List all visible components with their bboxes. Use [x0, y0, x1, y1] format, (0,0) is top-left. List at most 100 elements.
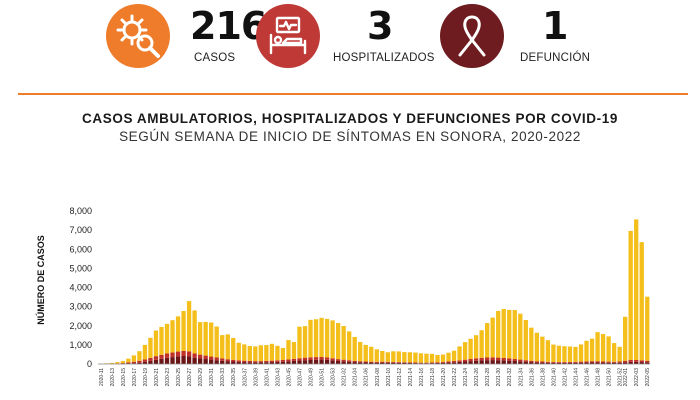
bar-defunciones	[507, 360, 512, 364]
cases-icon-badge	[106, 4, 170, 68]
ribbon-icon	[458, 15, 486, 57]
x-tick-label: 2020-29	[198, 368, 204, 387]
bar-ambulatorios	[220, 335, 225, 359]
bar-defunciones	[617, 362, 622, 364]
x-tick-label: 2020-23	[165, 368, 171, 387]
bar-hospitalizados	[424, 362, 429, 364]
bar-defunciones	[573, 362, 578, 364]
bar-defunciones	[181, 355, 186, 364]
bar-hospitalizados	[523, 360, 528, 362]
x-tick-label: 2021-32	[507, 368, 513, 387]
bar-ambulatorios	[109, 362, 114, 364]
x-tick-label: 2022-05	[645, 368, 651, 387]
bar-ambulatorios	[358, 341, 363, 362]
bar-ambulatorios	[462, 342, 468, 360]
x-tick-label: 2021-22	[452, 368, 458, 387]
bar-hospitalizados	[291, 358, 297, 361]
bar-defunciones	[512, 360, 517, 364]
bar-defunciones	[468, 361, 473, 364]
bar-hospitalizados	[236, 360, 241, 362]
bar-defunciones	[297, 360, 302, 364]
bar-defunciones	[396, 362, 401, 364]
bar-hospitalizados	[374, 361, 379, 363]
bar-hospitalizados	[369, 361, 374, 363]
bar-hospitalizados	[153, 356, 159, 360]
bar-ambulatorios	[197, 322, 203, 355]
bar-ambulatorios	[347, 331, 352, 361]
bar-ambulatorios	[407, 352, 413, 363]
bar-hospitalizados	[164, 353, 170, 358]
x-tick-label: 2020-33	[220, 368, 226, 387]
bar-ambulatorios	[518, 313, 523, 360]
bar-ambulatorios	[324, 318, 330, 358]
bar-hospitalizados	[280, 359, 286, 362]
bar-ambulatorios	[153, 330, 159, 357]
bar-hospitalizados	[617, 361, 622, 363]
bar-defunciones	[341, 361, 346, 364]
x-tick-label: 2020-35	[231, 368, 237, 387]
x-tick-label: 2021-08	[375, 368, 381, 387]
bar-hospitalizados	[507, 358, 512, 361]
bar-hospitalizados	[264, 360, 269, 363]
bar-ambulatorios	[225, 334, 230, 360]
bar-defunciones	[529, 362, 534, 364]
y-tick-label: 8,000	[69, 206, 92, 216]
bar-defunciones	[551, 362, 556, 364]
bar-defunciones	[628, 361, 633, 364]
y-tick-label: 4,000	[69, 283, 92, 293]
bar-ambulatorios	[490, 317, 495, 358]
bar-hospitalizados	[545, 361, 551, 363]
bar-hospitalizados	[335, 359, 341, 361]
bar-defunciones	[562, 362, 567, 364]
bar-ambulatorios	[440, 354, 446, 362]
bar-hospitalizados	[396, 362, 401, 363]
x-tick-label: 2020-13	[110, 368, 116, 387]
bar-ambulatorios	[164, 323, 170, 354]
bar-hospitalizados	[275, 360, 280, 362]
bar-layer	[98, 219, 650, 364]
bar-ambulatorios	[457, 346, 462, 361]
bar-ambulatorios	[556, 345, 562, 363]
bar-ambulatorios	[418, 353, 424, 363]
bar-defunciones	[335, 360, 341, 364]
bar-ambulatorios	[363, 344, 368, 362]
bar-ambulatorios	[385, 352, 390, 362]
bar-ambulatorios	[380, 351, 385, 362]
bar-defunciones	[220, 360, 225, 364]
bar-ambulatorios	[313, 319, 319, 358]
x-tick-label: 2021-46	[585, 368, 591, 387]
y-tick-label: 2,000	[69, 321, 92, 331]
bar-ambulatorios	[424, 353, 429, 363]
bar-hospitalizados	[496, 357, 501, 361]
x-tick-label: 2020-37	[242, 368, 248, 387]
bar-defunciones	[380, 362, 385, 364]
bar-hospitalizados	[258, 361, 263, 363]
bar-defunciones	[153, 359, 159, 364]
bar-hospitalizados	[358, 361, 363, 363]
bar-hospitalizados	[589, 361, 595, 363]
bar-defunciones	[595, 362, 600, 364]
bar-defunciones	[225, 361, 230, 364]
bar-hospitalizados	[137, 360, 142, 363]
bar-defunciones	[175, 356, 181, 364]
bar-ambulatorios	[247, 346, 252, 361]
bar-ambulatorios	[126, 358, 131, 363]
x-tick-label: 2020-19	[143, 368, 149, 387]
bar-hospitalizados	[308, 357, 313, 360]
x-tick-label: 2021-38	[540, 368, 546, 387]
bar-hospitalizados	[562, 362, 567, 363]
bar-ambulatorios	[402, 352, 407, 363]
bar-defunciones	[352, 362, 357, 364]
bar-ambulatorios	[352, 336, 357, 361]
bar-defunciones	[457, 361, 462, 364]
bar-ambulatorios	[545, 340, 551, 362]
hospital-bed-icon	[269, 16, 307, 55]
bar-defunciones	[496, 360, 501, 364]
x-tick-label: 2021-48	[596, 368, 602, 387]
x-tick-label: 2022-03	[634, 368, 640, 387]
bar-ambulatorios	[291, 342, 297, 359]
x-tick-label: 2021-52	[618, 368, 624, 387]
bar-ambulatorios	[567, 346, 573, 362]
bar-hospitalizados	[600, 361, 606, 363]
